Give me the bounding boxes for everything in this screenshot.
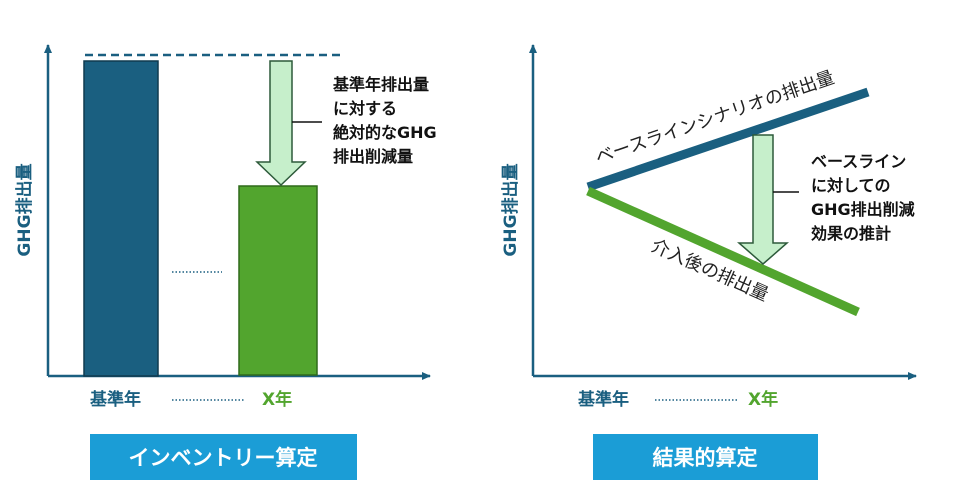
annotation-text: ベースライン に対しての GHG排出削減 効果の推計 <box>811 152 915 243</box>
svg-text:基準年排出量: 基準年排出量 <box>332 75 429 94</box>
title-box <box>593 434 818 480</box>
reduction-arrow <box>255 60 307 187</box>
annotation-text: 基準年排出量 に対する 絶対的なGHG 排出削減量 <box>332 75 437 166</box>
y-axis-label: GHG排出量 <box>500 163 521 256</box>
reduction-arrow <box>737 134 789 265</box>
panel-title: 結果的算定 <box>653 446 758 470</box>
x-year-bar <box>238 185 318 376</box>
svg-text:GHG排出削減: GHG排出削減 <box>811 200 915 219</box>
svg-text:ベースライン: ベースライン <box>811 152 906 171</box>
y-axis-label: GHG排出量 <box>14 163 35 256</box>
svg-text:に対する: に対する <box>333 99 397 118</box>
x-label-x-year: X年 <box>262 389 292 410</box>
x-label-x-year: X年 <box>748 389 778 410</box>
baseline-scenario-line <box>586 87 870 192</box>
svg-text:効果の推計: 効果の推計 <box>811 224 891 243</box>
title-box <box>90 434 357 480</box>
consequential-panel: GHG排出量 ベースラインシナリオの排出量 介入後の排出量 ベースライン に対し… <box>500 44 917 480</box>
x-label-base-year: 基準年 <box>89 389 141 410</box>
base-year-bar <box>83 60 159 377</box>
intervention-line <box>586 186 860 317</box>
svg-text:排出削減量: 排出削減量 <box>333 147 413 166</box>
inventory-panel: GHG排出量 基準年排出量 に対する 絶対的なGHG 排出削減量 基準年 X年 … <box>14 44 437 480</box>
panel-title: インベントリー算定 <box>129 446 318 470</box>
x-label-base-year: 基準年 <box>577 389 629 410</box>
svg-text:に対しての: に対しての <box>811 176 891 195</box>
svg-text:絶対的なGHG: 絶対的なGHG <box>333 123 437 142</box>
